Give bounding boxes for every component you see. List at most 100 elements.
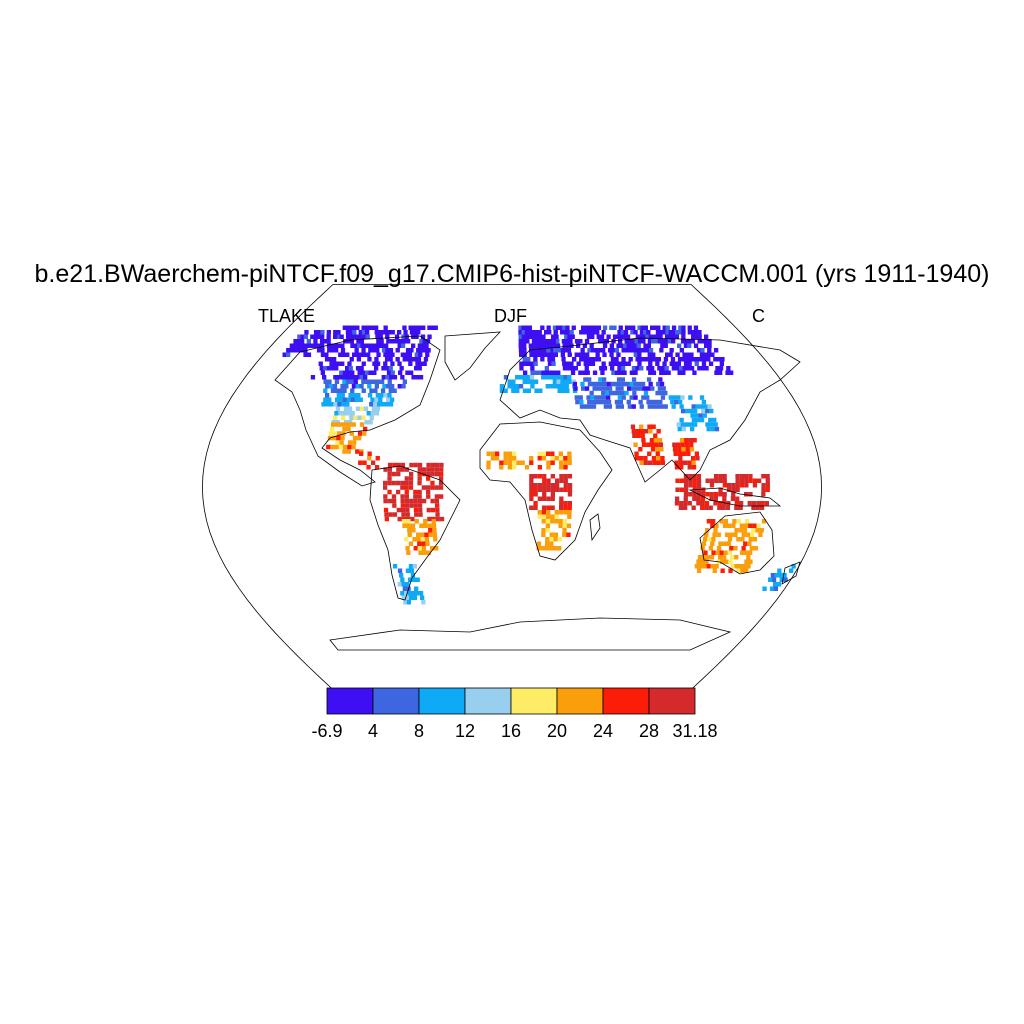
data-cell-canada-north	[355, 334, 361, 339]
data-cell-amazon	[426, 485, 431, 490]
data-cell-canada-north	[384, 357, 390, 362]
data-cell-indonesia	[679, 478, 684, 483]
data-cell-indonesia	[739, 478, 745, 483]
data-cell-sahel	[567, 456, 572, 461]
data-cell-us-mid	[383, 393, 388, 398]
data-cell-india	[635, 429, 640, 434]
data-cell-canada-north	[349, 339, 354, 344]
data-cell-china	[713, 422, 718, 427]
data-cell-australia	[747, 541, 752, 546]
data-cell-canada-north	[349, 330, 354, 335]
data-cell-mexico	[329, 426, 335, 432]
data-cell-canada-north	[322, 375, 327, 380]
data-cell-europe	[560, 379, 565, 384]
data-cell-alaska	[299, 348, 305, 353]
data-cell-mexico	[352, 440, 357, 445]
data-cell-eurasia-north	[663, 357, 669, 362]
data-cell-central-asia	[654, 399, 659, 405]
data-cell-canada-north	[390, 330, 395, 335]
data-cell-us-north	[344, 384, 349, 389]
data-cell-india	[640, 433, 645, 438]
data-cell-eurasia-north	[683, 343, 689, 348]
data-cell-eurasia-north	[590, 325, 595, 330]
data-cell-mexico	[340, 435, 345, 441]
data-cell-amazon	[383, 507, 389, 513]
data-cell-southern-africa	[541, 519, 546, 524]
data-cell-south-america-south	[432, 532, 437, 537]
data-cell-australia	[751, 528, 756, 533]
data-cell-australia	[709, 555, 715, 560]
data-cell-sahel	[550, 456, 555, 461]
data-cell-canada-north	[334, 366, 339, 371]
data-cell-canada-north	[388, 366, 393, 371]
data-cell-amazon	[439, 467, 444, 472]
data-cell-eurasia-north	[656, 357, 661, 362]
data-cell-amazon	[396, 507, 401, 513]
data-cell-australia	[738, 528, 743, 533]
data-cell-scandinavia	[531, 334, 536, 339]
data-cell-canada-north	[370, 343, 375, 348]
data-cell-eurasia-north	[668, 334, 673, 339]
data-cell-europe	[549, 384, 554, 389]
data-cell-australia	[701, 555, 707, 560]
data-cell-canada-north	[386, 352, 392, 357]
data-cell-indonesia	[731, 483, 736, 488]
data-cell-south-america-south	[402, 523, 407, 528]
data-cell-central-asia	[620, 390, 625, 396]
data-cell-mexico	[342, 449, 347, 454]
data-cell-eurasia-north	[681, 325, 686, 330]
data-cell-canada-north	[409, 348, 414, 353]
data-cell-patagonia	[409, 568, 414, 573]
data-cell-eurasia-north	[637, 325, 642, 330]
data-cell-us-north	[349, 379, 355, 384]
data-cell-new-zealand	[777, 568, 782, 573]
data-cell-central-asia	[632, 390, 637, 396]
data-cell-eurasia-north	[567, 334, 572, 339]
data-cell-eurasia-north	[664, 334, 670, 339]
data-cell-amazon	[426, 507, 431, 513]
data-cell-alaska	[326, 330, 331, 335]
data-cell-us-north	[402, 379, 407, 384]
data-cell-southern-africa	[562, 519, 568, 524]
data-cell-eurasia-north	[534, 370, 539, 375]
data-cell-central-asia	[572, 381, 577, 387]
data-cell-canada-north	[390, 352, 395, 357]
data-cell-se-asia	[673, 451, 678, 456]
data-cell-australia	[744, 519, 750, 524]
data-cell-eurasia-north	[614, 348, 619, 353]
data-cell-china	[685, 408, 690, 414]
data-cell-central-america	[358, 460, 363, 465]
colorbar-label: 20	[547, 721, 567, 741]
data-cell-canada-north	[357, 370, 362, 375]
data-cell-southern-africa	[553, 532, 559, 537]
data-cell-canada-north	[397, 361, 402, 366]
data-cell-eurasia-north	[654, 339, 659, 344]
data-cell-canada-north	[417, 366, 422, 371]
data-cell-us-south	[348, 420, 353, 425]
data-cell-china	[699, 404, 704, 409]
data-cell-eurasia-north	[701, 361, 707, 366]
data-cell-india	[632, 433, 637, 438]
data-cell-india	[639, 460, 644, 465]
data-cell-indonesia	[688, 483, 693, 488]
data-cell-southern-africa	[545, 528, 550, 533]
data-cell-canada-north	[340, 348, 346, 353]
data-cell-amazon	[435, 512, 440, 517]
data-cell-china	[695, 417, 701, 423]
data-cell-canada-north	[336, 343, 342, 348]
data-cell-sahel	[529, 456, 534, 461]
data-cell-indonesia	[683, 505, 688, 510]
data-cell-australia	[741, 546, 746, 551]
data-cell-eurasia-north	[677, 370, 682, 375]
colorbar-swatch	[326, 687, 374, 715]
data-cell-eurasia-north	[590, 361, 596, 366]
data-cell-eurasia-north	[714, 348, 719, 353]
data-cell-eurasia-north	[628, 357, 633, 362]
data-cell-central-asia	[594, 395, 599, 400]
data-cell-alaska	[304, 330, 309, 335]
data-cell-indonesia	[713, 492, 719, 497]
data-cell-eurasia-north	[601, 330, 606, 335]
data-cell-amazon	[392, 503, 397, 508]
data-cell-amazon	[383, 498, 388, 504]
data-cell-se-asia	[682, 451, 687, 456]
